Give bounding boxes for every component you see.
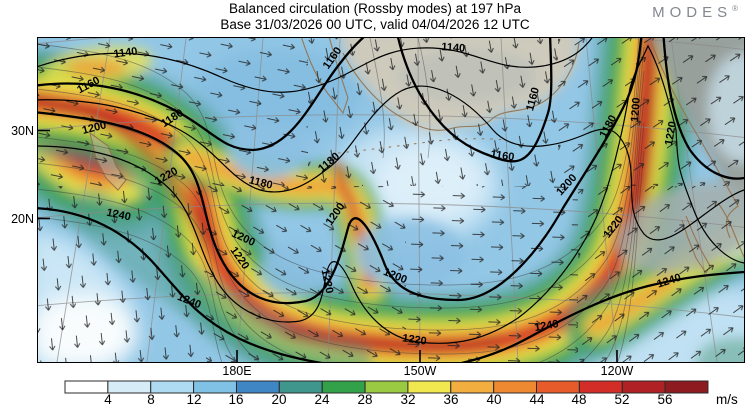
contour-label: 1160 <box>490 148 515 163</box>
colorbar-tick: 16 <box>228 392 244 407</box>
colorbar-tick: 8 <box>147 392 155 407</box>
colorbar-tick: 12 <box>186 392 202 407</box>
colorbar <box>64 380 709 394</box>
map-plot-area: 1140 1140 1160 1160 1160 1180 1180 1180 … <box>37 37 745 363</box>
logo-registered-mark: ® <box>732 4 738 13</box>
colorbar-tick: 56 <box>657 392 673 407</box>
contour-label: 1240 <box>533 318 559 334</box>
y-tick-30N: 30N <box>11 124 34 138</box>
colorbar-tick: 28 <box>357 392 373 407</box>
contour-label: 1180 <box>248 174 274 191</box>
colorbar-tick: 44 <box>529 392 545 407</box>
axis-ticks <box>38 129 618 362</box>
colorbar-unit: m/s <box>716 392 738 407</box>
contour-label: 1140 <box>113 45 138 60</box>
wind-speed-map: 1140 1140 1160 1160 1160 1180 1180 1180 … <box>38 38 744 362</box>
modes-logo: MODES® <box>652 4 738 21</box>
colorbar-tick: 40 <box>486 392 502 407</box>
contour-label: 1240 <box>105 207 131 224</box>
map-layers: 1140 1140 1160 1160 1160 1180 1180 1180 … <box>38 38 744 362</box>
colorbar-cells <box>64 380 709 394</box>
x-tick-180E: 180E <box>222 364 252 378</box>
colorbar-tick: 36 <box>443 392 459 407</box>
x-tick-120W: 120W <box>600 364 634 378</box>
y-tick-20N: 20N <box>11 212 34 226</box>
colorbar-cell <box>664 380 709 394</box>
x-tick-150W: 150W <box>403 364 437 378</box>
chart-title: Balanced circulation (Rossby modes) at 1… <box>229 1 521 16</box>
colorbar-tick: 24 <box>314 392 330 407</box>
contour-label: 1200 <box>81 119 108 137</box>
colorbar-tick: 32 <box>400 392 416 407</box>
contour-label: 1160 <box>524 86 542 112</box>
colorbar-tick: 52 <box>614 392 630 407</box>
chart-subtitle: Base 31/03/2026 00 UTC, valid 04/04/2026… <box>220 17 530 32</box>
contour-label: 1220 <box>319 268 336 294</box>
contour-label: 1140 <box>441 41 466 55</box>
colorbar-tick: 20 <box>271 392 287 407</box>
contour-label: 1200 <box>629 97 643 122</box>
contour-label: 1220 <box>663 120 679 146</box>
wind-arrows <box>38 38 744 362</box>
colorbar-tick: 4 <box>104 392 112 407</box>
colorbar-tick: 48 <box>571 392 587 407</box>
contour-label: 1220 <box>401 332 427 347</box>
contour-lines <box>38 38 744 362</box>
